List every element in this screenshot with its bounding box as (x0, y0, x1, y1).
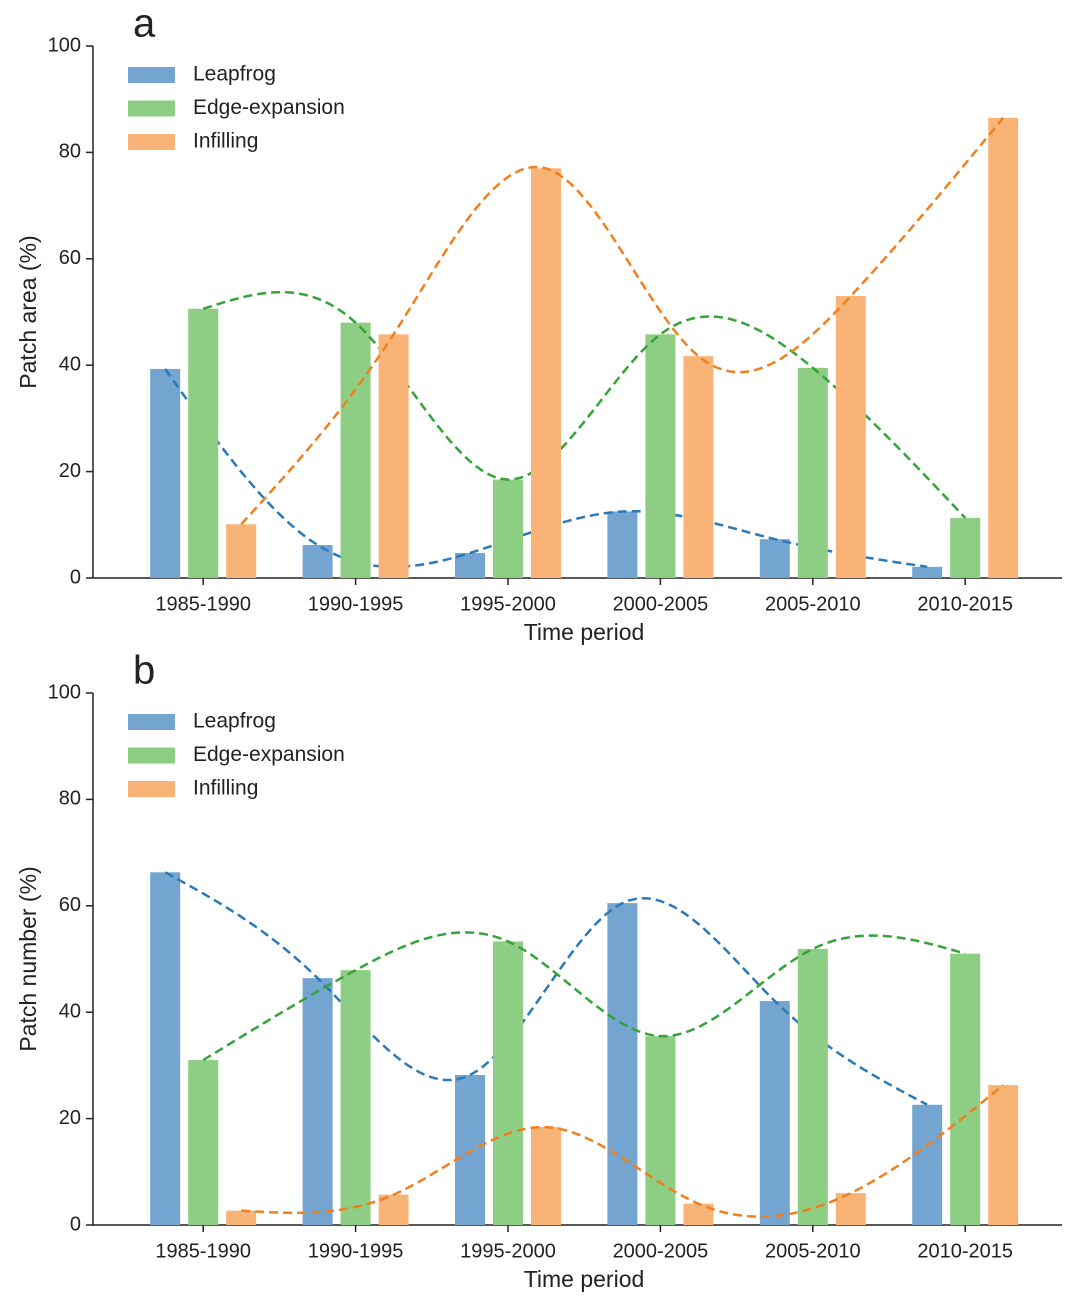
x-tick-label: 1990-1995 (308, 593, 404, 615)
bar (683, 356, 714, 578)
x-tick-label: 1995-2000 (460, 593, 556, 615)
y-tick-label: 20 (59, 460, 81, 482)
panel-label: a (133, 2, 156, 46)
legend-label: Edge-expansion (193, 96, 345, 119)
trend-curve (164, 871, 928, 1106)
x-tick-label: 1995-2000 (460, 1240, 556, 1262)
bar (531, 168, 561, 579)
bar (607, 903, 638, 1225)
x-tick-label: 2000-2005 (613, 1240, 709, 1262)
y-axis-label: Patch area (%) (15, 235, 41, 388)
bar (645, 334, 676, 578)
bar (797, 367, 828, 578)
trend-curve (240, 117, 1005, 526)
bar (378, 334, 409, 578)
bar (188, 1060, 219, 1225)
bar (683, 1203, 714, 1225)
legend-label: Infilling (193, 130, 258, 153)
legend-swatch (128, 714, 175, 730)
bar (988, 1085, 1019, 1225)
legend-swatch (128, 100, 175, 117)
x-tick-label: 2010-2015 (917, 593, 1013, 615)
x-tick-label: 2005-2010 (765, 1240, 861, 1262)
bar (988, 117, 1019, 578)
x-tick-label: 2005-2010 (765, 593, 861, 615)
bar (226, 524, 257, 578)
y-tick-label: 80 (59, 788, 81, 810)
y-tick-label: 60 (59, 247, 81, 269)
bar (645, 1036, 676, 1225)
bar (493, 479, 523, 578)
bar (950, 517, 981, 578)
panel-label: b (133, 649, 155, 693)
x-tick-label: 2000-2005 (613, 593, 709, 615)
bar (493, 941, 523, 1225)
y-tick-label: 100 (48, 34, 81, 56)
bar (607, 511, 638, 578)
x-tick-label: 1985-1990 (155, 593, 251, 615)
legend-swatch (128, 67, 175, 83)
bar (302, 978, 333, 1225)
y-axis-label: Patch number (%) (15, 866, 41, 1051)
bar (455, 1074, 485, 1225)
x-tick-label: 2010-2015 (917, 1240, 1013, 1262)
trend-curve (241, 1084, 1004, 1218)
legend-swatch (128, 134, 175, 150)
x-axis-label: Time period (524, 1266, 645, 1292)
bar (797, 948, 828, 1225)
bar (950, 953, 981, 1225)
legend-swatch (128, 747, 175, 764)
bar (188, 308, 219, 578)
bar (531, 1127, 561, 1225)
x-tick-label: 1985-1990 (155, 1240, 251, 1262)
y-tick-label: 100 (48, 681, 81, 703)
y-tick-label: 0 (70, 566, 81, 588)
y-tick-label: 40 (59, 353, 81, 375)
legend-label: Leapfrog (193, 63, 276, 86)
bar (912, 566, 943, 578)
x-axis-label: Time period (524, 619, 645, 645)
y-tick-label: 80 (59, 141, 81, 163)
bar (226, 1210, 257, 1225)
trend-curve (202, 931, 966, 1062)
legend-label: Infilling (193, 777, 258, 800)
y-tick-label: 60 (59, 894, 81, 916)
bar (150, 872, 181, 1225)
y-tick-label: 40 (59, 1000, 81, 1022)
y-tick-label: 20 (59, 1107, 81, 1129)
bar (835, 1193, 866, 1225)
legend-label: Edge-expansion (193, 743, 345, 766)
bar (759, 539, 790, 578)
legend-label: Leapfrog (193, 710, 276, 733)
bar (340, 322, 371, 578)
legend-swatch (128, 781, 175, 797)
bar (759, 1001, 790, 1225)
x-tick-label: 1990-1995 (308, 1240, 404, 1262)
y-tick-label: 0 (70, 1213, 81, 1235)
bar (340, 970, 371, 1225)
bar (912, 1104, 943, 1225)
bar (835, 296, 866, 578)
bar (150, 368, 181, 578)
